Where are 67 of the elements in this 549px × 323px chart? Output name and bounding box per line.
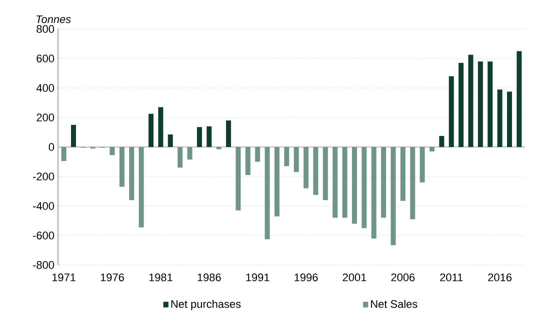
legend-label: Net Sales — [371, 300, 418, 308]
bar — [516, 51, 522, 147]
bar — [110, 146, 115, 156]
bar — [196, 127, 202, 147]
bar — [206, 126, 212, 147]
bar — [264, 146, 270, 240]
bar — [284, 146, 290, 166]
y-tick-label: 400 — [36, 84, 54, 92]
bar — [71, 124, 76, 147]
bar — [178, 146, 183, 168]
bar — [371, 146, 376, 238]
bar — [61, 146, 66, 162]
bar — [255, 146, 260, 162]
bar — [236, 146, 241, 210]
x-tick-label: 1986 — [198, 274, 221, 282]
bar — [458, 62, 464, 147]
bar — [497, 89, 502, 147]
bar — [410, 146, 416, 220]
bar — [226, 120, 232, 147]
y-tick-label: 600 — [36, 54, 54, 62]
y-tick-label: 200 — [36, 114, 54, 122]
bar — [129, 146, 134, 200]
bar — [429, 146, 434, 152]
x-tick-label: 2001 — [342, 274, 366, 282]
x-tick-label: 1991 — [246, 274, 270, 282]
bar — [158, 107, 164, 147]
x-tick-label: 2016 — [488, 274, 512, 282]
bar — [245, 146, 250, 176]
x-tick-label: 1996 — [294, 274, 318, 282]
y-tick-label: -600 — [33, 232, 54, 240]
bar — [381, 146, 386, 218]
bar — [390, 146, 396, 246]
x-tick-label: 1971 — [52, 274, 76, 282]
legend-label: Net purchases — [171, 300, 241, 310]
bar — [304, 146, 309, 188]
x-tick-label: 2006 — [391, 274, 415, 282]
bar — [313, 146, 318, 195]
x-tick-label: 1976 — [100, 274, 124, 282]
y-tick-label: -200 — [33, 172, 54, 180]
bar — [507, 92, 512, 147]
bar — [468, 54, 474, 147]
x-tick-label: 1981 — [149, 274, 172, 282]
x-tick-label: 2011 — [440, 274, 463, 282]
y-axis-title: Tonnes — [36, 15, 71, 24]
y-tick-label: 800 — [36, 25, 54, 33]
bar — [216, 146, 222, 150]
bar — [148, 114, 154, 147]
bar — [439, 136, 444, 147]
y-tick-label: 0 — [48, 143, 54, 151]
bar — [400, 146, 406, 201]
bar — [274, 146, 280, 216]
bar — [332, 146, 338, 218]
bar — [168, 134, 173, 147]
bar — [187, 146, 192, 160]
bar — [342, 146, 348, 218]
bar — [488, 61, 493, 147]
bar — [448, 76, 454, 147]
bar — [478, 61, 483, 147]
bar — [322, 146, 328, 200]
bar — [420, 146, 425, 182]
y-tick-label: -400 — [33, 202, 54, 210]
bar — [352, 146, 357, 224]
bar — [362, 146, 367, 228]
y-tick-label: -800 — [33, 261, 54, 269]
bar — [294, 146, 299, 172]
bar — [138, 146, 144, 228]
bar — [119, 146, 124, 187]
